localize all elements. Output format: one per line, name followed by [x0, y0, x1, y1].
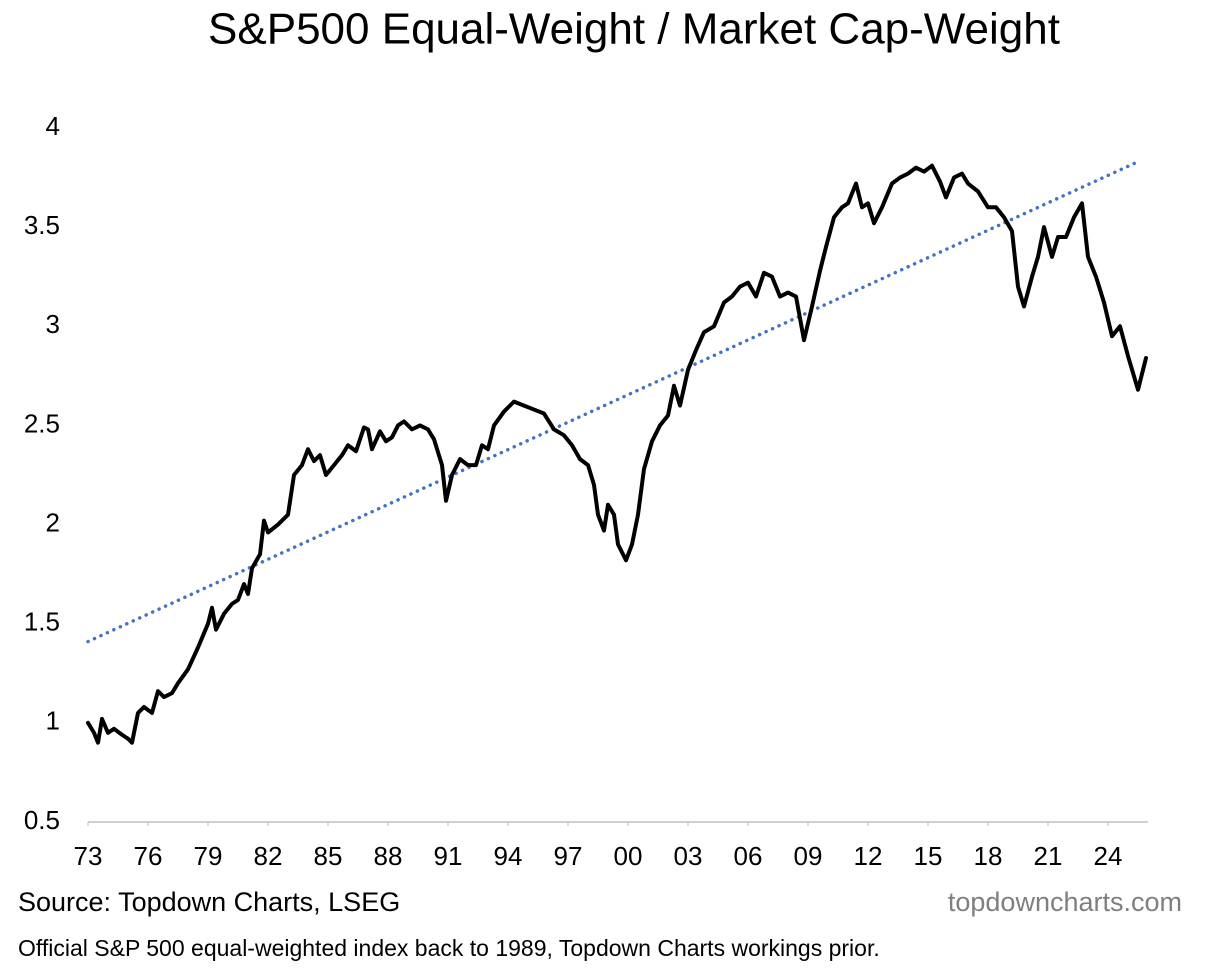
x-tick-label: 21	[1034, 841, 1063, 871]
watermark: topdowncharts.com	[948, 887, 1182, 917]
x-tick-label: 18	[974, 841, 1003, 871]
x-tick-label: 12	[854, 841, 883, 871]
y-tick-label: 0.5	[24, 805, 60, 835]
x-tick-label: 09	[794, 841, 823, 871]
x-tick-label: 73	[74, 841, 103, 871]
source: Source: Topdown Charts, LSEG	[18, 887, 400, 917]
x-tick-label: 15	[914, 841, 943, 871]
y-tick-label: 4	[46, 111, 60, 141]
x-tick-label: 91	[434, 841, 463, 871]
data-line	[86, 163, 1148, 745]
x-tick-label: 00	[614, 841, 643, 871]
x-tick-label: 06	[734, 841, 763, 871]
footnote: Official S&P 500 equal-weighted index ba…	[18, 935, 880, 961]
y-tick-label: 3.5	[24, 210, 60, 240]
x-tick-label: 94	[494, 841, 523, 871]
x-tick-label: 85	[314, 841, 343, 871]
y-tick-label: 2	[46, 507, 60, 537]
chart-title: S&P500 Equal-Weight / Market Cap-Weight	[208, 5, 1060, 54]
y-tick-label: 1	[46, 706, 60, 736]
x-tick-label: 88	[374, 841, 403, 871]
y-tick-label: 2.5	[24, 408, 60, 438]
x-tick-label: 24	[1094, 841, 1123, 871]
y-tick-label: 1.5	[24, 607, 60, 637]
x-tick-label: 76	[134, 841, 163, 871]
x-tick-label: 97	[554, 841, 583, 871]
x-tick-label: 79	[194, 841, 223, 871]
x-tick-label: 82	[254, 841, 283, 871]
y-tick-label: 3	[46, 309, 60, 339]
trend-line	[86, 159, 1140, 644]
x-tick-label: 03	[674, 841, 703, 871]
